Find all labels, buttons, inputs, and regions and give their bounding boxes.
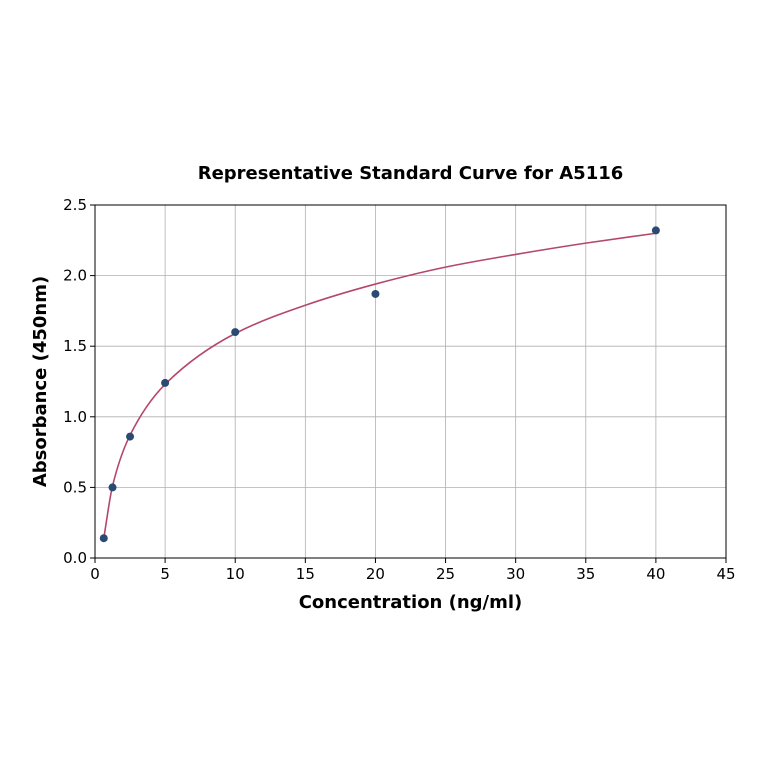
fit-curve-layer — [102, 232, 657, 539]
x-tick-label: 30 — [506, 565, 525, 583]
y-tick-label: 0.0 — [63, 549, 87, 567]
y-tick-label: 0.5 — [63, 478, 87, 496]
x-tick-label: 40 — [646, 565, 665, 583]
data-point — [371, 289, 380, 298]
x-tick-label: 45 — [716, 565, 735, 583]
axis-ticks: 0 5 10 15 20 25 30 35 40 45 0.0 0.5 1.0 1.5 2.0 2.5 — [63, 196, 735, 583]
y-tick-label: 1.0 — [63, 408, 87, 426]
x-tick-label: 35 — [576, 565, 595, 583]
grid-lines — [94, 204, 727, 559]
x-tick-label: 10 — [226, 565, 245, 583]
data-point — [99, 534, 108, 543]
x-axis-label: Concentration (ng/ml) — [299, 592, 523, 613]
data-point — [126, 432, 135, 441]
data-point — [108, 483, 117, 492]
data-points-layer — [99, 226, 660, 543]
fit-curve-line — [102, 232, 657, 539]
x-tick-label: 5 — [160, 565, 170, 583]
plot-frame — [94, 204, 727, 559]
x-tick-label: 20 — [366, 565, 385, 583]
data-point — [231, 328, 240, 337]
x-tick-label: 15 — [296, 565, 315, 583]
data-point — [161, 378, 170, 387]
x-tick-label: 0 — [90, 565, 100, 583]
x-tick-label: 25 — [436, 565, 455, 583]
chart-title: Representative Standard Curve for A5116 — [198, 163, 624, 184]
y-tick-label: 2.5 — [63, 196, 87, 214]
y-tick-label: 2.0 — [63, 267, 87, 285]
y-axis-label: Absorbance (450nm) — [30, 276, 51, 487]
data-point — [651, 226, 660, 235]
y-tick-label: 1.5 — [63, 337, 87, 355]
